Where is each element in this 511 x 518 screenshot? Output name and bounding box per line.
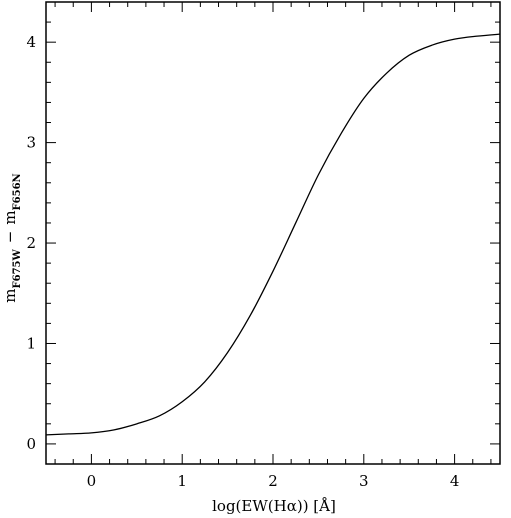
tick-labels-layer: 0 1 2 3 4 0 1 2 3 4 <box>26 33 459 490</box>
y-tick-label: 2 <box>26 234 36 252</box>
y-label-dash: − <box>1 231 19 244</box>
y-tick-label: 3 <box>26 134 36 152</box>
x-tick-label: 0 <box>87 472 97 490</box>
x-axis-label: log(EW(Hα)) [Å] <box>212 497 336 515</box>
y-label-m2: m <box>1 210 19 224</box>
data-line <box>45 33 501 436</box>
plot-frame <box>45 1 501 465</box>
y-label-m1: m <box>1 288 19 302</box>
x-tick-label: 1 <box>177 472 187 490</box>
y-label-sub1: F675W <box>12 248 23 288</box>
y-tick-label: 0 <box>26 435 36 453</box>
y-tick-label: 1 <box>26 334 36 352</box>
ticks-layer <box>46 1 500 465</box>
x-tick-label: 3 <box>359 472 369 490</box>
y-axis-label: mF675W−mF656N <box>1 173 23 302</box>
y-label-sub2: F656N <box>12 173 23 210</box>
x-tick-label: 4 <box>450 472 460 490</box>
y-tick-label: 4 <box>26 33 36 51</box>
x-tick-label: 2 <box>268 472 278 490</box>
